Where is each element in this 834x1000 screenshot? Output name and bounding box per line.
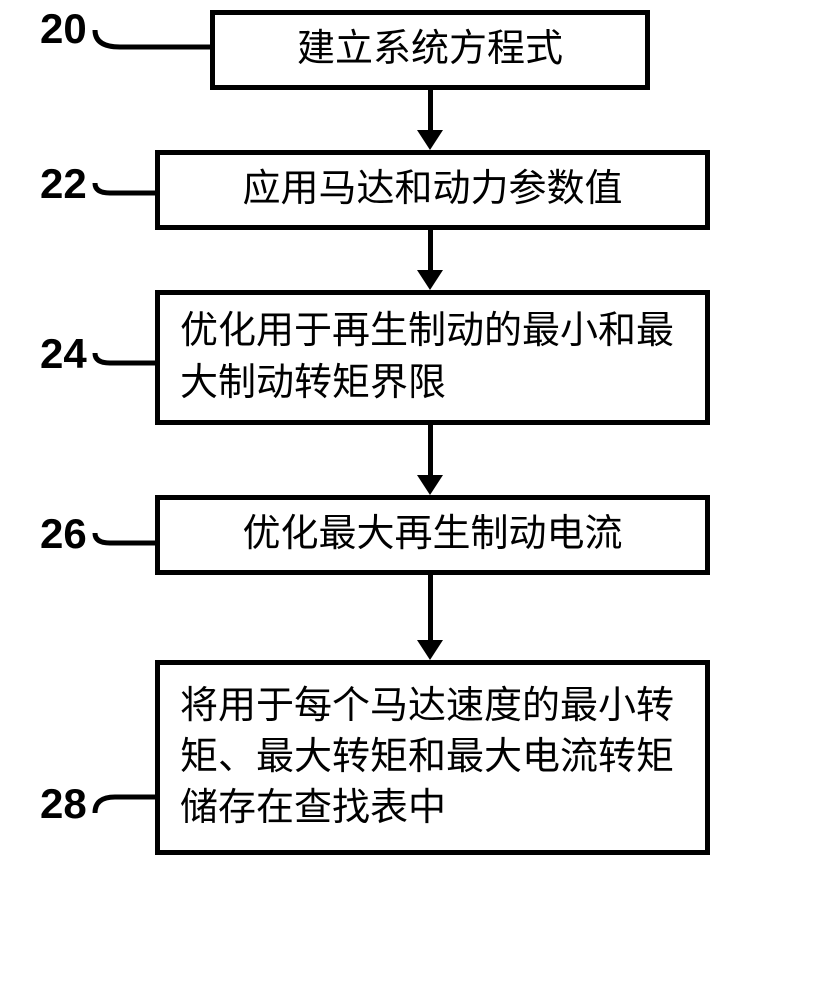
node-label-20: 20 <box>40 5 87 53</box>
connector-20 <box>90 25 215 55</box>
edge-26-28-head <box>417 640 443 660</box>
node-22: 应用马达和动力参数值 <box>155 150 710 230</box>
node-24: 优化用于再生制动的最小和最大制动转矩界限 <box>155 290 710 425</box>
edge-24-26-head <box>417 475 443 495</box>
node-26: 优化最大再生制动电流 <box>155 495 710 575</box>
node-label-28: 28 <box>40 780 87 828</box>
node-28-text: 将用于每个马达速度的最小转矩、最大转矩和最大电流转矩储存在查找表中 <box>180 681 685 835</box>
node-28: 将用于每个马达速度的最小转矩、最大转矩和最大电流转矩储存在查找表中 <box>155 660 710 855</box>
node-24-text: 优化用于再生制动的最小和最大制动转矩界限 <box>180 306 685 409</box>
edge-22-24-line <box>428 230 433 272</box>
connector-28 <box>90 785 160 820</box>
edge-22-24-head <box>417 270 443 290</box>
edge-24-26-line <box>428 425 433 477</box>
node-label-26: 26 <box>40 510 87 558</box>
flowchart-container: 20 建立系统方程式 22 应用马达和动力参数值 24 优化用于再生制动的最小和… <box>0 0 834 1000</box>
node-label-22: 22 <box>40 160 87 208</box>
node-20-text: 建立系统方程式 <box>297 24 563 75</box>
node-22-text: 应用马达和动力参数值 <box>242 164 622 215</box>
node-label-24: 24 <box>40 330 87 378</box>
connector-24 <box>90 345 160 375</box>
connector-26 <box>90 525 160 555</box>
node-20: 建立系统方程式 <box>210 10 650 90</box>
edge-26-28-line <box>428 575 433 643</box>
connector-22 <box>90 175 160 205</box>
edge-20-22-head <box>417 130 443 150</box>
node-26-text: 优化最大再生制动电流 <box>242 509 622 560</box>
edge-20-22-line <box>428 90 433 132</box>
